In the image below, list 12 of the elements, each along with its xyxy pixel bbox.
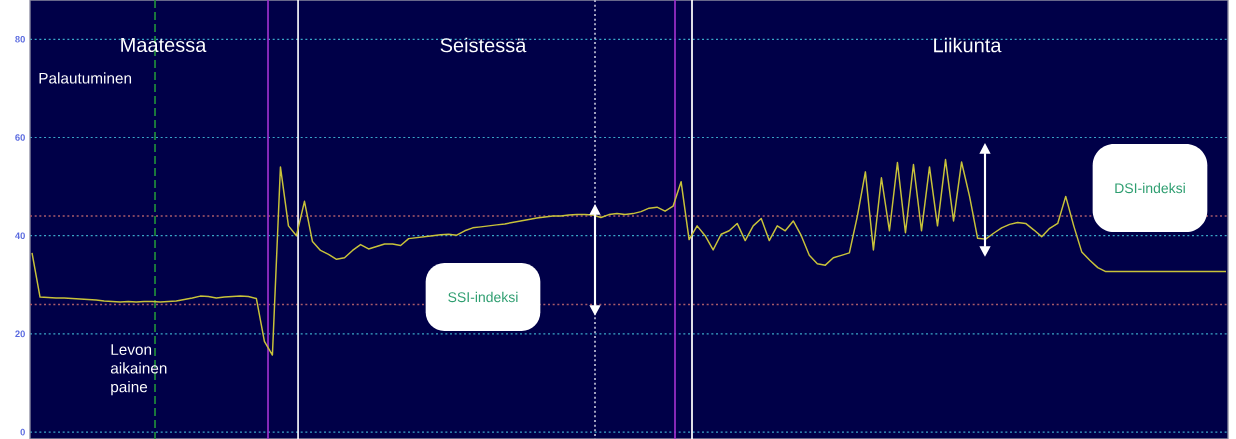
annotation: Levon aikainen paine — [110, 344, 167, 396]
annotation: Palautuminen — [39, 72, 132, 84]
annotation: Liikunta — [934, 37, 1002, 53]
annotation: DSI-indeksi — [1115, 182, 1185, 194]
annotation: SSI-indeksi — [448, 291, 518, 303]
annotation: Maatessa — [121, 38, 207, 52]
y-tick-label: 80 — [15, 35, 25, 43]
y-tick-label: 60 — [15, 134, 25, 141]
y-tick-label: 0 — [20, 428, 25, 436]
y-tick-label: 20 — [15, 330, 25, 338]
annotation: Seistessä — [440, 37, 527, 53]
y-tick-label: 40 — [15, 232, 25, 239]
